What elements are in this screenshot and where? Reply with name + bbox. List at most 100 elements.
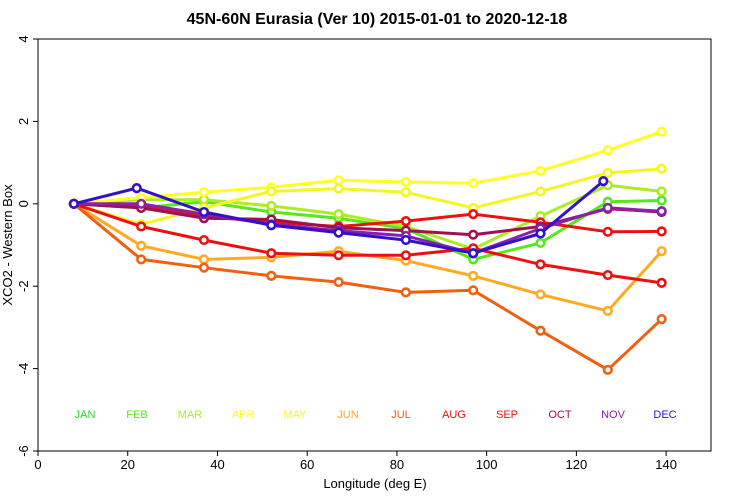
data-point-jul — [656, 314, 667, 325]
x-tick-label: 120 — [566, 457, 588, 472]
data-point-may — [535, 186, 546, 197]
data-point-jul — [198, 262, 210, 273]
series-line-nov — [73, 202, 662, 255]
series-line-aug — [73, 202, 662, 285]
x-tick-label: 20 — [120, 457, 134, 472]
data-point-dec — [198, 206, 210, 218]
data-point-jul — [266, 270, 277, 282]
data-point-apr — [602, 145, 613, 156]
chart-title: 45N-60N Eurasia (Ver 10) 2015-01-01 to 2… — [187, 11, 568, 28]
data-point-dec — [68, 198, 79, 209]
y-tick-label: -6 — [16, 445, 31, 457]
data-point-apr — [468, 178, 479, 189]
y-tick-label: 0 — [16, 200, 31, 207]
x-tick-label: 40 — [210, 457, 224, 472]
data-point-dec — [333, 227, 344, 238]
data-point-aug — [535, 259, 546, 270]
data-point-jul — [333, 276, 344, 288]
x-tick-label: 80 — [390, 457, 404, 472]
data-point-dec — [400, 234, 412, 246]
data-point-jun — [602, 305, 613, 317]
y-tick-label: 2 — [16, 118, 31, 125]
data-point-feb — [656, 195, 667, 206]
data-point-sep — [468, 209, 479, 220]
data-point-aug — [333, 250, 344, 261]
series-line-jul — [72, 202, 663, 372]
data-point-dec — [535, 228, 546, 239]
y-axis-label: XCO2 - Western Box — [0, 184, 15, 306]
x-tick-label: 140 — [655, 457, 677, 472]
data-point-dec — [468, 248, 479, 259]
legend-entry-feb: FEB — [126, 409, 147, 421]
data-point-sep — [602, 226, 613, 237]
data-point-jul — [535, 325, 546, 336]
data-point-jun — [198, 254, 210, 265]
data-point-aug — [266, 248, 277, 259]
data-point-aug — [602, 269, 613, 281]
series-line-may — [73, 167, 662, 226]
data-point-may — [400, 187, 412, 198]
y-tick-label: 4 — [16, 35, 31, 42]
data-point-mar — [266, 200, 277, 211]
data-point-aug — [400, 250, 412, 261]
data-point-may — [656, 163, 667, 174]
data-point-jun — [468, 270, 479, 282]
data-point-oct — [468, 229, 479, 240]
data-point-jul — [602, 364, 613, 375]
data-point-feb — [535, 237, 546, 249]
data-point-apr — [333, 175, 344, 186]
data-point-aug — [198, 234, 210, 246]
data-point-nov — [656, 206, 667, 217]
y-tick-label: -2 — [16, 280, 31, 292]
data-point-aug — [656, 277, 667, 289]
data-point-mar — [656, 186, 667, 197]
data-point-may — [333, 183, 344, 194]
legend-entry-jan: JAN — [75, 409, 96, 421]
x-axis-label: Longitude (deg E) — [323, 476, 426, 491]
data-point-jul — [468, 285, 479, 296]
plot-area — [68, 126, 667, 375]
data-point-dec — [598, 176, 609, 187]
legend: JAN FEB MAR APR MAY JUN JUL AUG SEP OCT NOV DEC — [75, 409, 677, 421]
legend-entry-dec: DEC — [653, 409, 676, 421]
data-point-dec — [266, 220, 277, 231]
legend-entry-nov: NOV — [601, 409, 626, 421]
data-point-aug — [136, 221, 147, 232]
legend-entry-apr: APR — [232, 409, 255, 421]
series-may — [68, 163, 667, 230]
series-dec — [68, 176, 609, 259]
data-point-apr — [535, 165, 546, 176]
data-point-jul — [400, 287, 412, 298]
legend-entry-jul: JUL — [391, 409, 411, 421]
legend-entry-may: MAY — [283, 409, 307, 421]
x-tick-label: 60 — [300, 457, 314, 472]
data-point-apr — [400, 176, 412, 188]
x-tick-label: 0 — [34, 457, 41, 472]
data-point-may — [266, 186, 277, 197]
data-point-nov — [136, 198, 147, 209]
data-point-sep — [400, 216, 412, 227]
y-tick-label: -4 — [16, 363, 31, 375]
data-point-nov — [602, 202, 613, 214]
data-point-jul — [136, 254, 147, 265]
data-point-jun — [656, 246, 667, 257]
legend-entry-aug: AUG — [442, 409, 466, 421]
plot-frame — [37, 38, 712, 452]
legend-entry-jun: JUN — [337, 409, 358, 421]
data-point-mar — [333, 209, 344, 220]
legend-entry-oct: OCT — [548, 409, 572, 421]
series-line-sep — [73, 202, 662, 234]
x-tick-label: 100 — [476, 457, 498, 472]
data-point-jun — [136, 240, 147, 251]
legend-entry-sep: SEP — [496, 409, 518, 421]
data-point-jun — [535, 289, 546, 300]
axis-ticks: 0 20 40 60 80 100 120 140 -6 -4 -2 0 2 4 — [16, 35, 677, 472]
legend-entry-mar: MAR — [178, 409, 203, 421]
data-point-may — [602, 167, 613, 178]
series-line-apr — [73, 130, 663, 206]
data-point-sep — [656, 226, 667, 237]
data-point-apr — [198, 187, 210, 198]
data-point-apr — [656, 126, 667, 137]
